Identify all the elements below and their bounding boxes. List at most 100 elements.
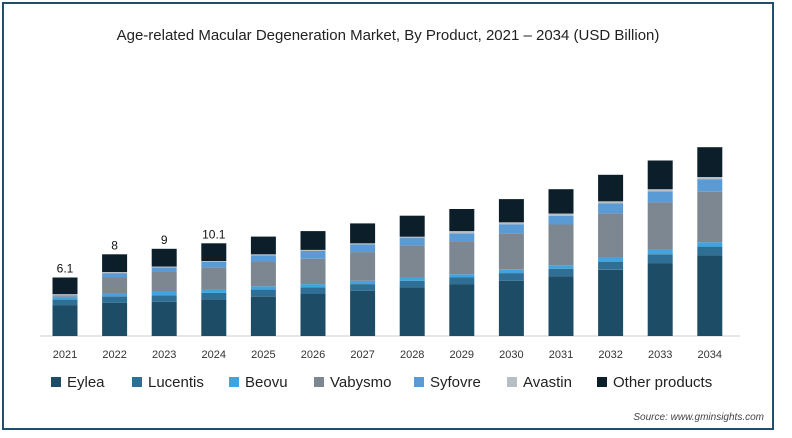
legend-swatch (314, 377, 324, 387)
bar-segment-eylea-2033 (647, 263, 673, 336)
legend-item-other-products: Other products (597, 374, 712, 391)
bar-segment-syfovre-2033 (647, 191, 673, 203)
bar-segment-vabysmo-2027 (350, 252, 376, 281)
bar-segment-syfovre-2028 (399, 237, 425, 246)
legend-label: Eylea (67, 374, 105, 391)
bar-segment-avastin-2021 (52, 294, 78, 296)
legend-label: Other products (613, 374, 712, 391)
bar-segment-lucentis-2032 (598, 262, 624, 270)
x-tick-2032: 2032 (598, 349, 622, 361)
bar-segment-syfovre-2027 (350, 244, 376, 253)
bar-segment-beovu-2025 (250, 286, 276, 290)
bar-segment-eylea-2027 (350, 290, 376, 336)
chart-frame (2, 2, 774, 430)
bar-segment-avastin-2029 (449, 231, 475, 234)
bar-segment-lucentis-2026 (300, 287, 326, 294)
bar-segment-lucentis-2030 (498, 273, 524, 281)
x-tick-2031: 2031 (549, 349, 573, 361)
bar-segment-eylea-2022 (102, 302, 128, 336)
legend-item-avastin: Avastin (507, 374, 572, 391)
bar-segment-avastin-2034 (697, 177, 723, 180)
bar-segment-vabysmo-2026 (300, 258, 326, 285)
x-tick-2021: 2021 (53, 349, 77, 361)
bar-segment-syfovre-2034 (697, 179, 723, 192)
bar-segment-beovu-2029 (449, 274, 475, 278)
bar-segment-syfovre-2022 (102, 273, 128, 278)
bar-segment-other-products-2024 (201, 243, 227, 261)
data-label-2024: 10.1 (202, 227, 226, 241)
data-label-2022: 8 (111, 238, 118, 252)
x-tick-2025: 2025 (251, 349, 275, 361)
bar-segment-vabysmo-2034 (697, 191, 723, 243)
x-tick-2028: 2028 (400, 349, 424, 361)
bar-segment-other-products-2023 (151, 248, 177, 267)
bar-segment-other-products-2032 (598, 174, 624, 202)
bar-segment-beovu-2030 (498, 269, 524, 274)
bar-segment-eylea-2030 (498, 280, 524, 336)
bar-segment-syfovre-2030 (498, 224, 524, 234)
x-tick-2024: 2024 (202, 349, 226, 361)
bar-segment-avastin-2028 (399, 236, 425, 238)
bar-segment-syfovre-2023 (151, 267, 177, 272)
bar-segment-vabysmo-2030 (498, 233, 524, 270)
x-tick-2030: 2030 (499, 349, 523, 361)
bar-segment-lucentis-2034 (697, 246, 723, 256)
legend-item-vabysmo: Vabysmo (314, 374, 391, 391)
bar-segment-beovu-2024 (201, 289, 227, 293)
x-tick-2034: 2034 (698, 349, 722, 361)
bar-segment-vabysmo-2031 (548, 224, 574, 266)
legend: Eylea Lucentis Beovu Vabysmo Syfovre Avastin O… (51, 374, 712, 391)
bar-segment-other-products-2026 (300, 231, 326, 250)
x-tick-2026: 2026 (301, 349, 325, 361)
bar-segment-avastin-2032 (598, 201, 624, 204)
bar-segment-syfovre-2026 (300, 251, 326, 259)
bar-segment-other-products-2022 (102, 254, 128, 272)
bar-segment-beovu-2023 (151, 291, 177, 296)
bar-segment-eylea-2025 (250, 296, 276, 336)
bar-segment-beovu-2033 (647, 249, 673, 255)
bar-segment-lucentis-2027 (350, 284, 376, 291)
bar-segment-eylea-2031 (548, 276, 574, 336)
bar-segment-vabysmo-2021 (52, 296, 78, 298)
x-tick-labels: 2021 2022 2023 2024 2025 2026 2027 2028 2029 2030… (53, 349, 722, 361)
x-tick-2022: 2022 (102, 349, 126, 361)
legend-swatch (507, 377, 517, 387)
bar-segment-avastin-2022 (102, 272, 128, 274)
bar-segment-other-products-2033 (647, 160, 673, 190)
bar-segment-beovu-2027 (350, 280, 376, 285)
legend-label: Avastin (523, 374, 572, 391)
bar-segment-other-products-2028 (399, 215, 425, 237)
bar-segment-syfovre-2031 (548, 215, 574, 225)
legend-item-lucentis: Lucentis (132, 374, 204, 391)
data-labels: 6.1 8 9 10.1 (57, 227, 226, 275)
bar-segment-vabysmo-2023 (151, 272, 177, 292)
x-tick-2027: 2027 (350, 349, 374, 361)
bar-segment-eylea-2026 (300, 294, 326, 336)
bar-segment-other-products-2030 (498, 199, 524, 223)
bar-segment-eylea-2028 (399, 287, 425, 336)
chart-title: Age-related Macular Degeneration Market,… (117, 27, 660, 44)
bar-segment-other-products-2034 (697, 147, 723, 177)
legend-swatch (132, 377, 142, 387)
bar-segment-eylea-2021 (52, 305, 78, 336)
bar-segment-lucentis-2031 (548, 268, 574, 277)
x-tick-2033: 2033 (648, 349, 672, 361)
bar-segment-lucentis-2023 (151, 295, 177, 302)
bar-segment-other-products-2027 (350, 223, 376, 244)
legend-item-syfovre: Syfovre (414, 374, 481, 391)
legend-item-eylea: Eylea (51, 374, 105, 391)
bar-segment-avastin-2033 (647, 189, 673, 192)
bar-segment-beovu-2031 (548, 265, 574, 269)
bar-segment-beovu-2026 (300, 284, 326, 288)
legend-swatch (51, 377, 61, 387)
bar-segment-beovu-2021 (52, 297, 78, 300)
bar-segment-syfovre-2024 (201, 262, 227, 268)
bar-segment-lucentis-2021 (52, 299, 78, 306)
bar-segment-vabysmo-2033 (647, 202, 673, 250)
legend-swatch (597, 377, 607, 387)
bar-segment-lucentis-2025 (250, 289, 276, 297)
bar-segment-lucentis-2022 (102, 296, 128, 303)
source-note: Source: www.gminsights.com (633, 412, 764, 423)
bar-segment-avastin-2025 (250, 254, 276, 256)
